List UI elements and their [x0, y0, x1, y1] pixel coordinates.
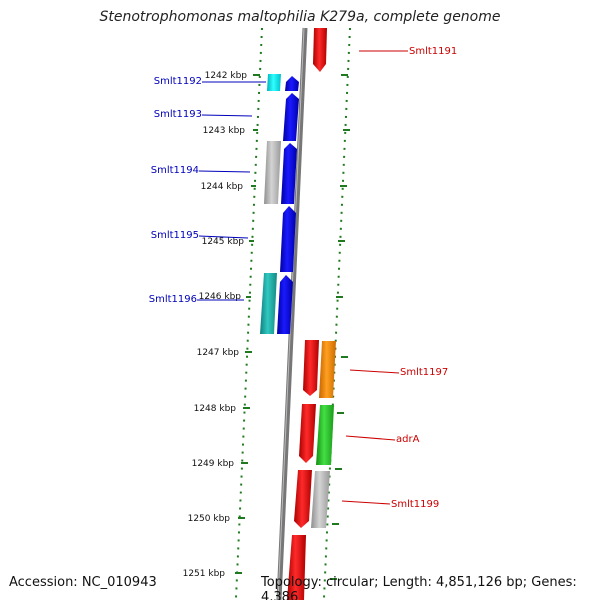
tick-label: 1251 kbp	[183, 569, 226, 579]
gene-label-smlt1194[interactable]: Smlt1194	[151, 165, 199, 176]
gene-arrow-adra[interactable]	[299, 404, 316, 463]
genome-title: Stenotrophomonas maltophilia K279a, comp…	[99, 9, 501, 25]
tick-label: 1247 kbp	[197, 348, 240, 358]
gene-label-smlt1199[interactable]: Smlt1199	[391, 499, 439, 510]
tick-label: 1249 kbp	[192, 459, 235, 469]
gene-arrow-smlt1196[interactable]	[277, 275, 293, 334]
gene-arrow-smlt1193[interactable]	[283, 93, 299, 141]
gene-label-smlt1197[interactable]: Smlt1197	[400, 367, 448, 378]
topology-text: Topology: circular; Length: 4,851,126 bp…	[261, 575, 577, 600]
left-leader-lines	[197, 81, 266, 301]
genome-backbone	[276, 27, 308, 600]
gene-label-adra[interactable]: adrA	[396, 434, 420, 445]
accession-text: Accession: NC_010943	[9, 575, 157, 590]
left-gene-labels: Smlt1192 Smlt1193 Smlt1194 Smlt1195 Smlt…	[149, 76, 202, 305]
scale-ticks	[235, 74, 350, 580]
gene-arrow-smlt1194[interactable]	[281, 143, 297, 204]
right-track-guide	[323, 27, 351, 599]
gene-label-smlt1192[interactable]: Smlt1192	[154, 76, 202, 87]
left-track-guide	[235, 27, 263, 599]
tick-label: 1250 kbp	[188, 514, 231, 524]
teal-feature	[260, 273, 277, 334]
gene-arrow-smlt1195[interactable]	[280, 206, 296, 272]
gene-arrow-smlt1192[interactable]	[285, 76, 299, 91]
tick-label: 1248 kbp	[194, 404, 237, 414]
right-leader-lines	[341, 50, 408, 505]
gene-arrow-smlt1197[interactable]	[303, 340, 319, 396]
gene-arrow-smlt1199[interactable]	[294, 470, 312, 528]
cyan-feature	[267, 74, 281, 91]
gene-arrow-smlt1191[interactable]	[313, 28, 327, 72]
tick-label: 1246 kbp	[199, 292, 242, 302]
gene-label-smlt1195[interactable]: Smlt1195	[151, 230, 199, 241]
right-gene-labels: Smlt1191 Smlt1197 adrA Smlt1199	[391, 46, 457, 510]
grey-feature	[311, 471, 330, 528]
tick-label: 1243 kbp	[203, 126, 246, 136]
tick-label: 1244 kbp	[201, 182, 244, 192]
grey-feature	[264, 141, 281, 204]
gene-arrow-partial	[287, 535, 306, 600]
orange-feature	[319, 341, 336, 398]
gene-label-smlt1191[interactable]: Smlt1191	[409, 46, 457, 57]
tick-label: 1242 kbp	[205, 71, 248, 81]
gene-label-smlt1196[interactable]: Smlt1196	[149, 294, 197, 305]
gene-label-smlt1193[interactable]: Smlt1193	[154, 109, 202, 120]
green-feature	[316, 405, 334, 465]
tick-label: 1245 kbp	[202, 237, 245, 247]
scale-labels: 1242 kbp 1243 kbp 1244 kbp 1245 kbp 1246…	[183, 71, 248, 579]
